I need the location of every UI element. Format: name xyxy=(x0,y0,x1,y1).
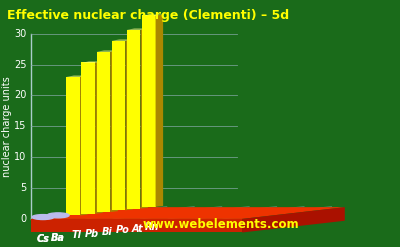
Polygon shape xyxy=(127,29,148,30)
Text: 0: 0 xyxy=(20,214,26,224)
Polygon shape xyxy=(112,40,133,41)
Polygon shape xyxy=(96,52,110,212)
Polygon shape xyxy=(66,77,80,215)
Polygon shape xyxy=(127,30,140,208)
Polygon shape xyxy=(156,15,163,207)
Text: At: At xyxy=(132,224,143,234)
Text: 10: 10 xyxy=(14,152,26,162)
Text: Po: Po xyxy=(115,225,129,235)
Text: Bi: Bi xyxy=(102,227,112,237)
Circle shape xyxy=(47,213,69,218)
Text: Ba: Ba xyxy=(51,233,65,243)
Text: Cs: Cs xyxy=(36,234,50,244)
Text: Cs: Cs xyxy=(36,234,50,244)
Circle shape xyxy=(32,215,54,220)
Text: Effective nuclear charge (Clementi) – 5d: Effective nuclear charge (Clementi) – 5d xyxy=(7,9,289,21)
Polygon shape xyxy=(110,51,118,212)
Polygon shape xyxy=(95,62,103,214)
Polygon shape xyxy=(31,219,242,232)
Text: Pb: Pb xyxy=(85,229,99,239)
Polygon shape xyxy=(242,207,345,232)
Text: nuclear charge units: nuclear charge units xyxy=(2,76,12,177)
Polygon shape xyxy=(112,41,125,210)
Text: Tl: Tl xyxy=(72,230,82,241)
Text: 20: 20 xyxy=(14,90,26,101)
Polygon shape xyxy=(82,62,95,214)
Polygon shape xyxy=(142,15,163,16)
Text: Rn: Rn xyxy=(145,222,160,232)
Text: www.webelements.com: www.webelements.com xyxy=(142,218,299,231)
Text: 25: 25 xyxy=(14,60,26,70)
Text: Ba: Ba xyxy=(51,233,65,243)
Text: 5: 5 xyxy=(20,183,26,193)
Polygon shape xyxy=(80,76,88,215)
Text: 30: 30 xyxy=(14,29,26,39)
Polygon shape xyxy=(96,51,118,52)
Polygon shape xyxy=(66,76,88,77)
Polygon shape xyxy=(31,207,345,219)
Polygon shape xyxy=(140,29,148,208)
Polygon shape xyxy=(142,16,156,207)
Text: 15: 15 xyxy=(14,121,26,131)
Polygon shape xyxy=(125,40,133,210)
